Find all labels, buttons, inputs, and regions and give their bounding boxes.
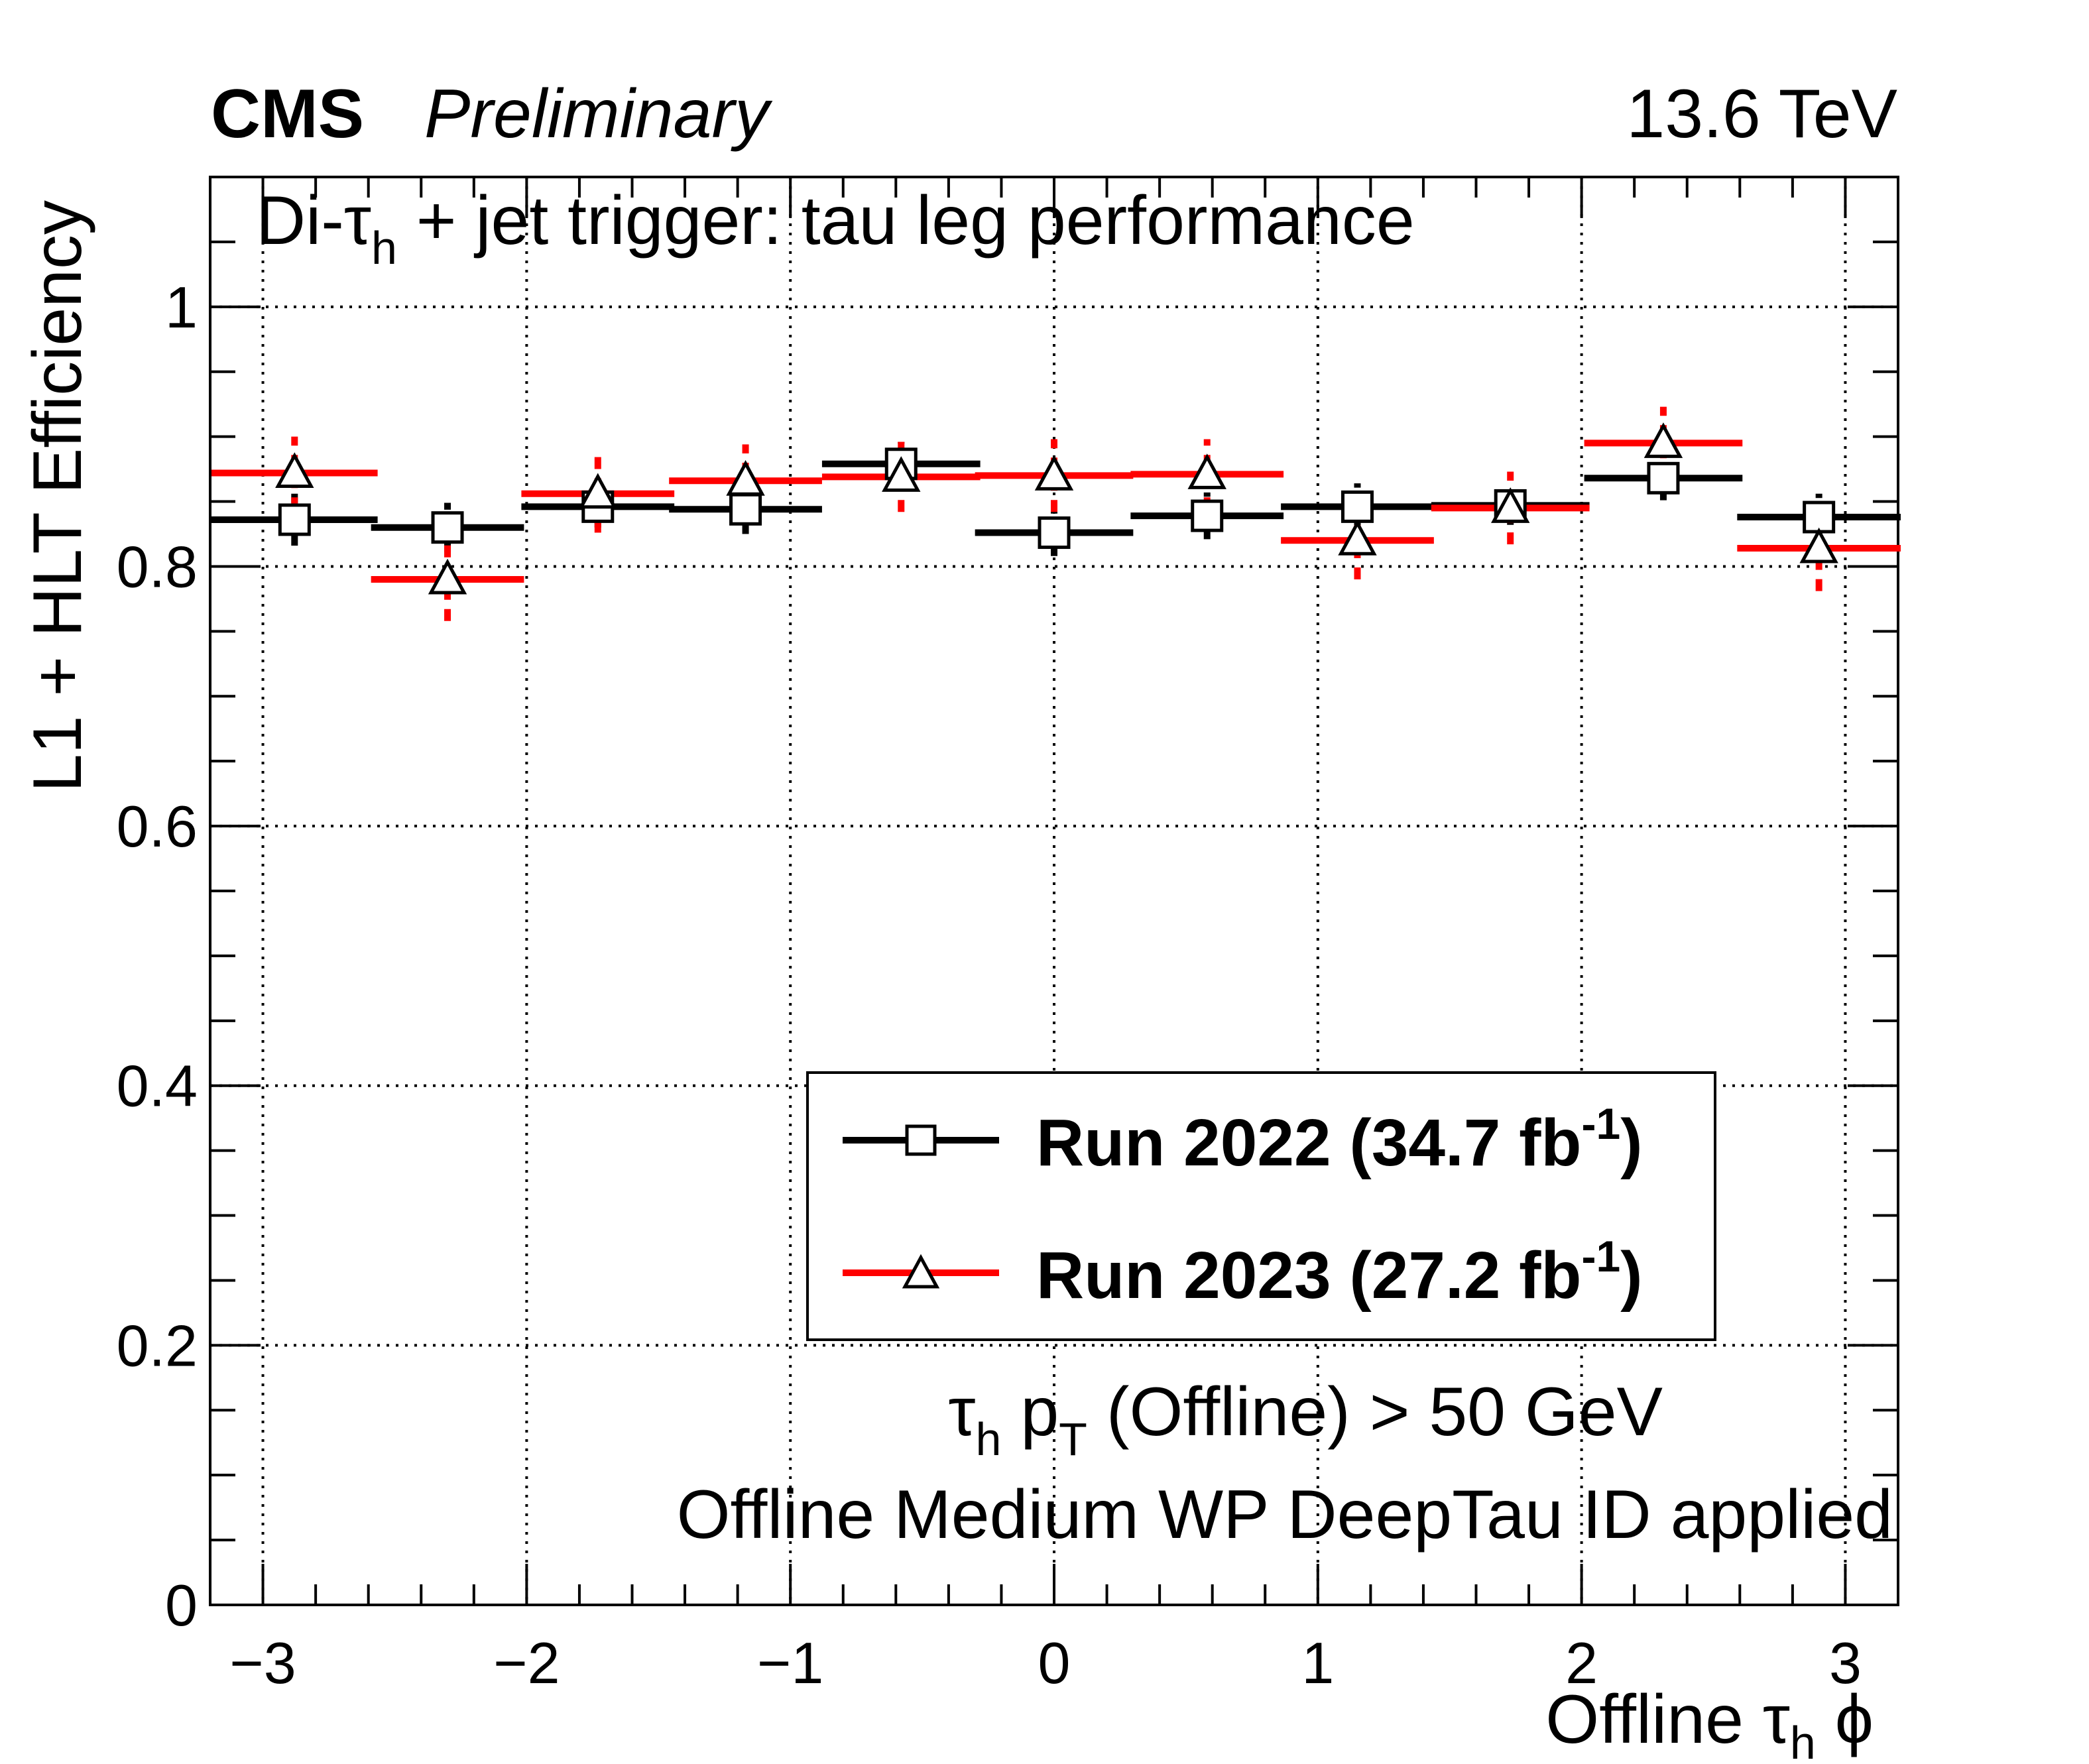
status-label: Preliminary: [424, 76, 773, 152]
data-point-square: [729, 493, 762, 526]
legend-label-2023-sup: -1: [1582, 1232, 1621, 1281]
data-point-triangle: [275, 452, 314, 488]
data-point-triangle: [1034, 455, 1074, 491]
annotation-pt-tau-sub: h: [976, 1413, 1002, 1465]
data-point-square: [1191, 499, 1224, 532]
data-point-square: [1341, 490, 1374, 523]
legend-entry-2023: Run 2023 (27.2 fb-1): [843, 1232, 1643, 1313]
series-layer: [211, 406, 1901, 621]
data-point-triangle: [882, 456, 921, 492]
data-point-triangle: [1799, 527, 1838, 563]
x-axis-label-sub: h: [1790, 1717, 1816, 1764]
y-tick-labels: 0 0.2 0.4 0.6 0.8 1: [117, 274, 198, 1638]
x-tick-label: 1: [1301, 1630, 1334, 1696]
chart-title-suffix: + jet trigger: tau leg performance: [397, 182, 1415, 259]
grid: [210, 177, 1898, 1605]
legend-label-2022-main: Run 2022 (34.7 fb: [1036, 1106, 1582, 1180]
y-tick-label: 0: [165, 1572, 198, 1638]
legend-entry-2022: Run 2022 (34.7 fb-1): [843, 1099, 1643, 1180]
annotation-pt-p: p: [1001, 1374, 1059, 1450]
data-point-triangle: [726, 459, 765, 496]
x-tick-label: 2: [1565, 1630, 1598, 1696]
annotation-pt-p-sub: T: [1059, 1413, 1087, 1465]
legend-box: [806, 1071, 1716, 1341]
x-tick-label: −2: [493, 1630, 560, 1696]
x-tick-label: −1: [757, 1630, 823, 1696]
chart-title-prefix: Di-τ: [256, 182, 371, 259]
series-errorbars-1: [211, 406, 1901, 621]
energy-label: 13.6 TeV: [1626, 76, 1897, 152]
y-tick-label: 0.6: [117, 794, 198, 859]
y-axis-label: L1 + HLT Efficiency: [19, 200, 96, 792]
annotation-id: Offline Medium WP DeepTau ID applied: [677, 1476, 1893, 1553]
x-axis-label: Offline τh ϕ: [1545, 1681, 1874, 1764]
data-point-triangle: [428, 558, 467, 595]
y-tick-label: 1: [165, 274, 198, 340]
data-point-triangle: [1643, 422, 1683, 458]
legend-label-2022: Run 2022 (34.7 fb-1): [1036, 1099, 1643, 1180]
legend-label-2022-sup: -1: [1582, 1099, 1621, 1148]
data-point-square: [278, 503, 311, 536]
x-axis-label-suffix: ϕ: [1816, 1681, 1874, 1758]
legend: Run 2022 (34.7 fb-1) Run 2023 (27.2 fb-1…: [806, 1071, 1716, 1341]
data-point-triangle: [1491, 487, 1530, 523]
data-point-square: [1803, 500, 1836, 534]
x-tick-labels: −3 −2 −1 0 1 2 3: [229, 1630, 1862, 1696]
experiment-label: CMS: [211, 76, 364, 152]
data-point-triangle: [578, 473, 617, 509]
y-tick-label: 0.4: [117, 1053, 198, 1119]
legend-label-2022-end: ): [1620, 1106, 1642, 1180]
chart-title-sub: h: [371, 222, 397, 274]
y-tick-label: 0.2: [117, 1313, 198, 1378]
axis-ticks: [209, 176, 1899, 1606]
y-tick-label: 0.8: [117, 534, 198, 599]
annotation-pt-rest: (Offline) > 50 GeV: [1087, 1374, 1663, 1450]
x-tick-label: 0: [1038, 1630, 1071, 1696]
chart-title: Di-τh + jet trigger: tau leg performance: [256, 182, 1415, 274]
legend-label-2023: Run 2023 (27.2 fb-1): [1036, 1232, 1643, 1313]
legend-label-2023-main: Run 2023 (27.2 fb: [1036, 1238, 1582, 1313]
legend-marker-square: [905, 1124, 937, 1156]
legend-marker-triangle: [902, 1254, 940, 1289]
x-tick-label: −3: [229, 1630, 296, 1696]
legend-label-2023-end: ): [1620, 1238, 1642, 1313]
series-markers-1: [275, 422, 1838, 595]
x-axis-label-prefix: Offline τ: [1545, 1681, 1790, 1758]
data-point-triangle: [1187, 453, 1226, 489]
annotation-pt-cut: τh pT (Offline) > 50 GeV: [948, 1374, 1663, 1465]
data-point-square: [1647, 461, 1680, 495]
annotation-pt-tau: τ: [948, 1374, 975, 1450]
x-tick-label: 3: [1829, 1630, 1862, 1696]
data-point-square: [431, 511, 464, 544]
data-point-square: [1038, 516, 1071, 550]
data-point-triangle: [1338, 520, 1377, 556]
